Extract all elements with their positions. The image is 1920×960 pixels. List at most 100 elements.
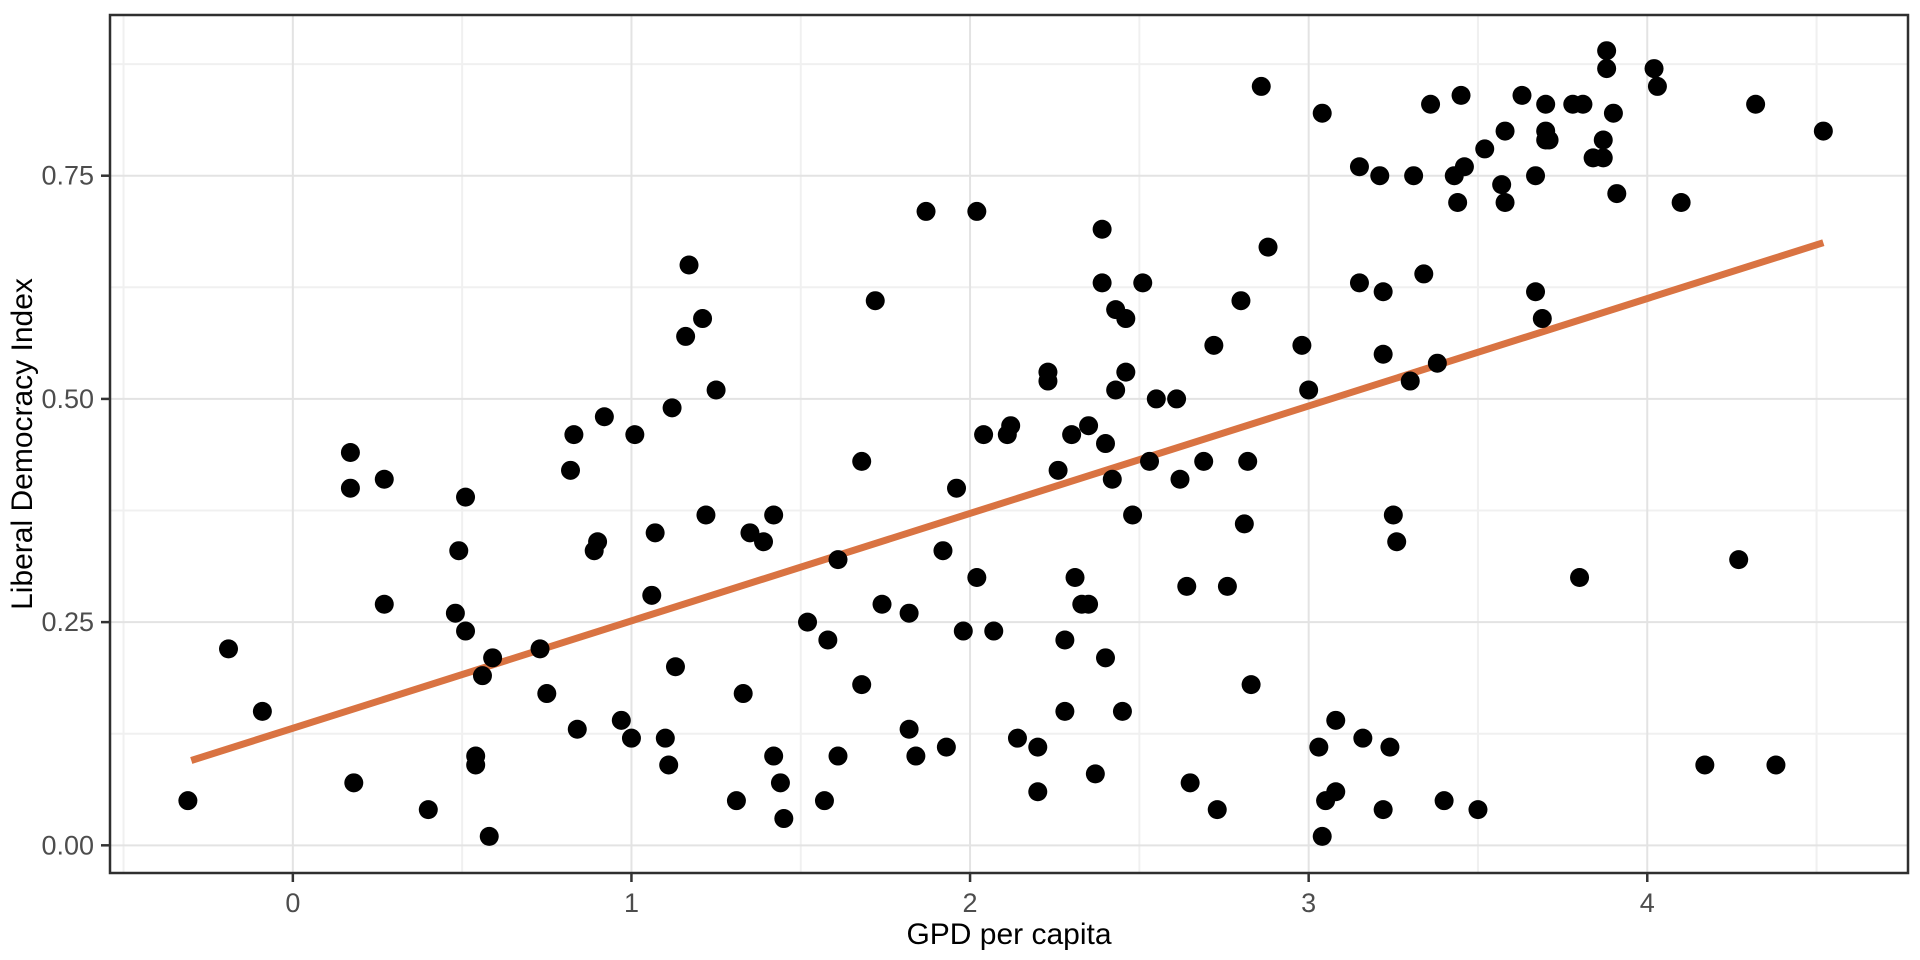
data-point <box>1468 800 1488 820</box>
data-point <box>1373 800 1393 820</box>
data-point <box>818 630 838 650</box>
data-point <box>1007 728 1027 748</box>
scatter-points <box>178 41 1833 846</box>
x-axis-tick-label: 1 <box>624 888 639 918</box>
data-point <box>1512 85 1532 105</box>
data-point <box>1353 728 1373 748</box>
data-point <box>1597 41 1617 61</box>
y-axis-tick-label: 0.00 <box>41 830 94 860</box>
data-point <box>1532 309 1552 329</box>
data-point <box>693 309 713 329</box>
data-point <box>472 666 492 686</box>
data-point <box>936 737 956 757</box>
data-point <box>1085 764 1105 784</box>
data-point <box>899 719 919 739</box>
data-point <box>567 719 587 739</box>
data-point <box>1539 130 1559 150</box>
data-point <box>676 326 696 346</box>
data-point <box>374 594 394 614</box>
data-point <box>1146 389 1166 409</box>
data-point <box>374 469 394 489</box>
data-point <box>1062 425 1082 445</box>
data-point <box>1475 139 1495 159</box>
data-point <box>947 478 967 498</box>
data-point <box>1312 103 1332 123</box>
data-point <box>1299 380 1319 400</box>
x-axis-tick-label: 2 <box>963 888 978 918</box>
data-point <box>872 594 892 614</box>
data-point <box>1813 121 1833 141</box>
data-point <box>537 684 557 704</box>
data-point <box>530 639 550 659</box>
data-point <box>1570 567 1590 587</box>
data-point <box>1096 434 1116 454</box>
data-point <box>1326 782 1346 802</box>
data-point <box>594 407 614 427</box>
data-point <box>642 585 662 605</box>
data-point <box>665 657 685 677</box>
y-axis-tick-label: 0.75 <box>41 161 94 191</box>
data-point <box>1140 451 1160 471</box>
data-point <box>1309 737 1329 757</box>
data-point <box>984 621 1004 641</box>
data-point <box>178 791 198 811</box>
data-point <box>1434 791 1454 811</box>
data-point <box>770 773 790 793</box>
data-point <box>1231 291 1251 311</box>
data-point <box>1593 148 1613 168</box>
data-point <box>1292 335 1312 355</box>
data-point <box>1492 175 1512 195</box>
data-point <box>865 291 885 311</box>
data-point <box>1349 157 1369 177</box>
data-point <box>1536 94 1556 114</box>
data-point <box>706 380 726 400</box>
data-point <box>1695 755 1715 775</box>
data-point <box>1427 353 1447 373</box>
data-point <box>1180 773 1200 793</box>
data-point <box>798 612 818 632</box>
data-point <box>1414 264 1434 284</box>
data-point <box>1373 344 1393 364</box>
y-axis-title: Liberal Democracy Index <box>6 278 39 610</box>
data-point <box>1597 59 1617 79</box>
data-point <box>967 201 987 221</box>
data-point <box>764 746 784 766</box>
data-point <box>1607 184 1627 204</box>
data-point <box>564 425 584 445</box>
data-point <box>1238 451 1258 471</box>
data-point <box>655 728 675 748</box>
data-point <box>740 523 760 543</box>
data-point <box>1593 130 1613 150</box>
data-point <box>1746 94 1766 114</box>
data-point <box>974 425 994 445</box>
data-point <box>659 755 679 775</box>
data-point <box>1048 460 1068 480</box>
axis-tick-marks <box>101 174 1649 882</box>
x-axis-tick-label: 0 <box>285 888 300 918</box>
data-point <box>1421 94 1441 114</box>
data-point <box>1170 469 1190 489</box>
data-point <box>621 728 641 748</box>
data-point <box>1092 219 1112 239</box>
data-point <box>1112 701 1132 721</box>
data-point <box>1204 335 1224 355</box>
data-point <box>1001 416 1021 436</box>
data-point <box>754 532 774 552</box>
data-point <box>1194 451 1214 471</box>
data-point <box>1671 192 1691 212</box>
data-point <box>852 675 872 695</box>
data-point <box>764 505 784 525</box>
data-point <box>418 800 438 820</box>
data-point <box>1251 76 1271 96</box>
data-point <box>625 425 645 445</box>
data-point <box>1312 826 1332 846</box>
data-point <box>1647 76 1667 96</box>
data-point <box>561 460 581 480</box>
data-point <box>1495 192 1515 212</box>
data-point <box>1096 648 1116 668</box>
data-point <box>344 773 364 793</box>
trend-line-group <box>190 239 1825 764</box>
data-point <box>828 550 848 570</box>
data-point <box>1116 309 1136 329</box>
data-point <box>1217 576 1237 596</box>
